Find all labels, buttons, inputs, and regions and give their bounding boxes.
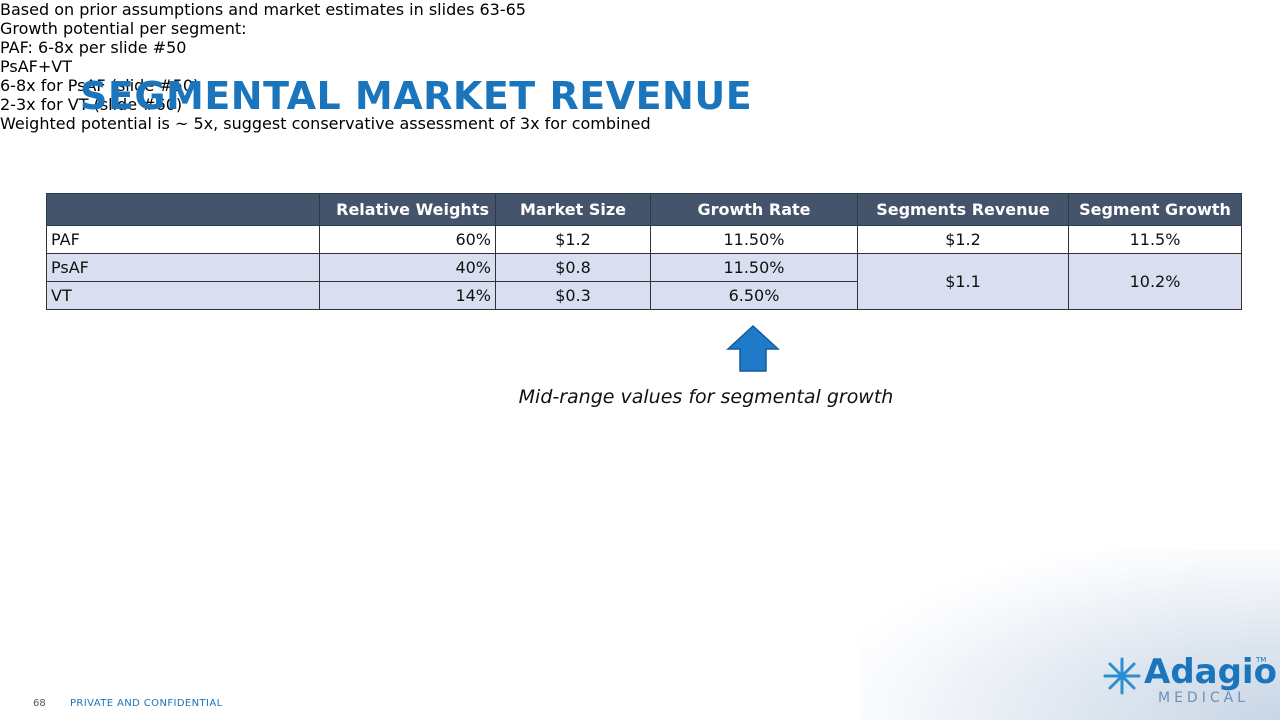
- logo: Adagio TM MEDICAL: [1100, 652, 1277, 708]
- table-cell: 6.50%: [650, 281, 858, 310]
- header-cell: [46, 193, 320, 226]
- bullet-item: 2-3x for VT (slide #60): [0, 95, 183, 114]
- bullet-list: Based on prior assumptions and market es…: [0, 0, 1280, 133]
- bullet-item: Growth potential per segment:: [0, 19, 247, 38]
- logo-icon: [1103, 657, 1141, 695]
- table-cell: PsAF: [46, 253, 320, 282]
- page-number: 68: [33, 698, 46, 709]
- table-row: VT 14% $0.3 6.50%: [46, 281, 1242, 310]
- bullet-item: Weighted potential is ~ 5x, suggest cons…: [0, 114, 651, 133]
- header-cell: Segments Revenue: [857, 193, 1069, 226]
- header-cell: Market Size: [495, 193, 651, 226]
- table-cell: 11.5%: [1068, 225, 1242, 254]
- table-cell: $1.2: [857, 225, 1069, 254]
- slide-title: SEGMENTAL MARKET REVENUE: [80, 74, 753, 118]
- table-cell: 60%: [319, 225, 496, 254]
- table-cell: 11.50%: [650, 225, 858, 254]
- logo-subtitle: MEDICAL: [1158, 690, 1249, 706]
- table-cell: $1.2: [495, 225, 651, 254]
- revenue-table: Relative Weights Market Size Growth Rate Se…: [46, 193, 1242, 310]
- logo-trademark: TM: [1256, 656, 1267, 664]
- table-cell: 14%: [319, 281, 496, 310]
- table-row: PAF 60% $1.2 11.50% $1.2 11.5%: [46, 225, 1242, 254]
- table-cell: 40%: [319, 253, 496, 282]
- header-row: Relative Weights Market Size Growth Rate Se…: [46, 193, 1242, 226]
- table-cell: 10.2%: [1068, 253, 1242, 310]
- bullet-item: PsAF+VT: [0, 57, 72, 76]
- table-cell: $1.1: [857, 253, 1069, 310]
- table-cell: 11.50%: [650, 253, 858, 282]
- logo-name: Adagio: [1144, 652, 1277, 692]
- up-arrow: [726, 324, 780, 372]
- footer-text: PRIVATE AND CONFIDENTIAL: [70, 698, 223, 709]
- table-cell: VT: [46, 281, 320, 310]
- frost-background: [860, 550, 1280, 720]
- table-row: PsAF 40% $0.8 11.50% $1.1 10.2%: [46, 253, 1242, 310]
- table-cell: PAF: [46, 225, 320, 254]
- table-cell: $0.8: [495, 253, 651, 282]
- header-cell: Segment Growth: [1068, 193, 1242, 226]
- annotation: Mid-range values for segmental growth: [518, 386, 894, 408]
- bullet-item: 6-8x for PsAF (slide #50): [0, 76, 200, 95]
- bullet-item: Based on prior assumptions and market es…: [0, 0, 526, 19]
- table-cell: $0.3: [495, 281, 651, 310]
- bullet-item: PAF: 6-8x per slide #50: [0, 38, 187, 57]
- header-cell: Relative Weights: [319, 193, 496, 226]
- header-cell: Growth Rate: [650, 193, 858, 226]
